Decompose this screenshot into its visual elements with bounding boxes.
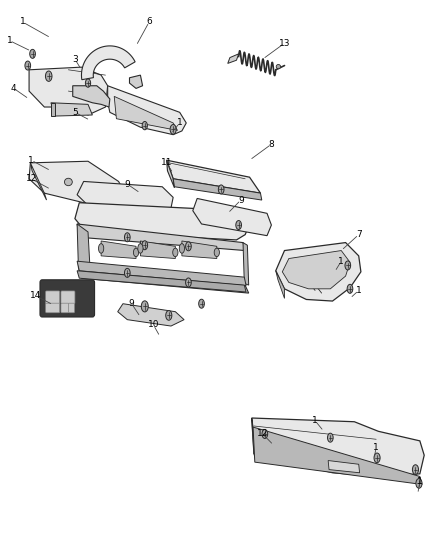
Ellipse shape xyxy=(142,241,148,250)
Text: 1: 1 xyxy=(373,443,379,452)
Ellipse shape xyxy=(413,465,419,474)
Text: 6: 6 xyxy=(146,18,152,27)
Text: 5: 5 xyxy=(72,108,78,117)
Text: 1: 1 xyxy=(356,286,362,295)
Polygon shape xyxy=(243,243,249,285)
Text: 9: 9 xyxy=(129,299,134,308)
Polygon shape xyxy=(77,224,90,272)
FancyBboxPatch shape xyxy=(61,303,69,313)
Text: 9: 9 xyxy=(124,180,130,189)
Text: 13: 13 xyxy=(279,39,290,48)
Ellipse shape xyxy=(214,248,219,257)
Ellipse shape xyxy=(186,242,191,251)
Text: 1: 1 xyxy=(28,156,34,165)
Ellipse shape xyxy=(30,50,35,58)
Polygon shape xyxy=(166,160,174,188)
Polygon shape xyxy=(166,160,261,193)
Polygon shape xyxy=(75,203,250,240)
Ellipse shape xyxy=(166,311,172,320)
Text: 8: 8 xyxy=(268,140,274,149)
Ellipse shape xyxy=(64,178,72,185)
FancyBboxPatch shape xyxy=(68,303,74,313)
Polygon shape xyxy=(253,427,422,484)
Text: 1: 1 xyxy=(417,478,423,486)
Ellipse shape xyxy=(85,79,91,87)
Ellipse shape xyxy=(134,248,139,257)
Polygon shape xyxy=(173,179,262,200)
Ellipse shape xyxy=(347,284,353,293)
Polygon shape xyxy=(276,271,285,298)
Text: 1: 1 xyxy=(7,36,12,45)
Polygon shape xyxy=(276,243,361,301)
Polygon shape xyxy=(81,46,135,80)
Ellipse shape xyxy=(179,244,184,253)
Text: 7: 7 xyxy=(356,230,362,239)
Polygon shape xyxy=(30,163,46,200)
FancyBboxPatch shape xyxy=(61,291,75,304)
Ellipse shape xyxy=(219,185,224,194)
Polygon shape xyxy=(29,161,127,208)
Text: 14: 14 xyxy=(30,291,41,300)
Text: 1: 1 xyxy=(312,416,318,425)
Polygon shape xyxy=(114,96,177,131)
FancyBboxPatch shape xyxy=(46,303,60,313)
Ellipse shape xyxy=(374,453,380,463)
Text: 10: 10 xyxy=(148,320,159,329)
Ellipse shape xyxy=(141,301,148,312)
Polygon shape xyxy=(118,304,184,326)
Polygon shape xyxy=(130,75,143,88)
Ellipse shape xyxy=(124,269,130,277)
Ellipse shape xyxy=(328,433,333,442)
Ellipse shape xyxy=(236,221,241,230)
Polygon shape xyxy=(51,103,92,116)
Ellipse shape xyxy=(25,61,31,70)
Polygon shape xyxy=(141,241,175,259)
Text: 1: 1 xyxy=(339,257,344,265)
FancyBboxPatch shape xyxy=(40,280,95,317)
Polygon shape xyxy=(252,418,256,462)
Ellipse shape xyxy=(142,122,148,130)
Text: 1: 1 xyxy=(20,18,25,27)
Ellipse shape xyxy=(173,248,178,257)
Polygon shape xyxy=(73,86,110,107)
Polygon shape xyxy=(77,271,246,292)
Polygon shape xyxy=(252,418,424,477)
Ellipse shape xyxy=(170,125,176,134)
Ellipse shape xyxy=(199,299,205,308)
Polygon shape xyxy=(78,268,249,293)
Polygon shape xyxy=(101,241,136,259)
Text: 12: 12 xyxy=(257,430,268,439)
Ellipse shape xyxy=(276,64,281,69)
Polygon shape xyxy=(77,224,245,251)
Ellipse shape xyxy=(99,244,104,253)
Ellipse shape xyxy=(124,233,130,242)
Ellipse shape xyxy=(46,71,52,82)
Text: 1: 1 xyxy=(177,118,183,127)
FancyBboxPatch shape xyxy=(46,291,60,304)
Ellipse shape xyxy=(345,261,351,270)
Ellipse shape xyxy=(186,278,191,287)
Text: 12: 12 xyxy=(25,174,37,183)
Polygon shape xyxy=(193,198,272,236)
Text: 3: 3 xyxy=(72,55,78,63)
Polygon shape xyxy=(77,261,246,286)
Polygon shape xyxy=(182,241,217,259)
Polygon shape xyxy=(51,103,55,116)
Text: 9: 9 xyxy=(238,196,244,205)
Polygon shape xyxy=(283,251,350,289)
Polygon shape xyxy=(29,67,108,115)
Text: 4: 4 xyxy=(11,84,17,93)
Polygon shape xyxy=(77,181,173,213)
Polygon shape xyxy=(108,86,186,135)
Ellipse shape xyxy=(262,430,268,439)
Polygon shape xyxy=(328,461,360,473)
Ellipse shape xyxy=(416,479,422,488)
Text: 11: 11 xyxy=(161,158,173,167)
Ellipse shape xyxy=(138,244,143,253)
Polygon shape xyxy=(228,54,239,63)
